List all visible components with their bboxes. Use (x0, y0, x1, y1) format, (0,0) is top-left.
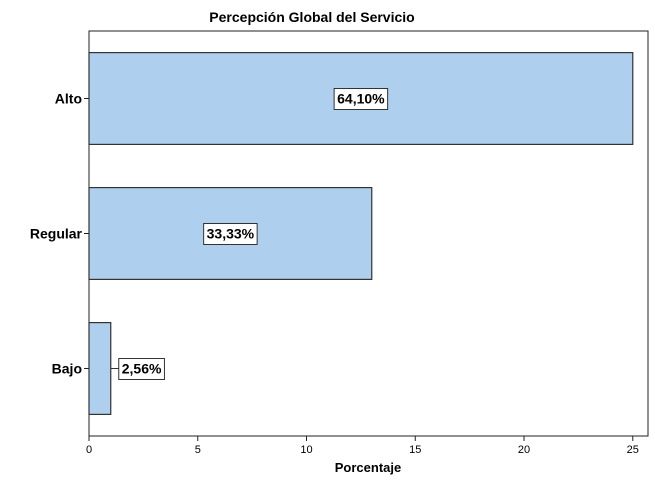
data-label-box (203, 223, 258, 245)
bar-bajo (88, 322, 112, 416)
data-label-bajo: 2,56% (110, 358, 165, 380)
data-label-alto: 64,10% (333, 88, 389, 110)
x-axis-title: Porcentaje (335, 460, 401, 475)
chart-title: Percepción Global del Servicio (209, 9, 414, 25)
x-tick-label: 5 (195, 444, 201, 456)
category-label-alto: Alto (55, 91, 82, 107)
x-tick-label: 0 (86, 444, 92, 456)
category-label-bajo: Bajo (52, 361, 82, 377)
x-tick-label: 10 (300, 444, 312, 456)
data-label-text: 2,56% (122, 361, 162, 377)
x-tick-label: 20 (518, 444, 530, 456)
category-label-regular: Regular (30, 226, 83, 242)
data-label-text: 64,10% (337, 91, 385, 107)
x-tick-label: 25 (627, 444, 639, 456)
x-tick-label: 15 (409, 444, 421, 456)
data-label-regular: 33,33% (203, 223, 258, 245)
data-label-box (333, 88, 389, 110)
data-label-text: 33,33% (207, 226, 255, 242)
